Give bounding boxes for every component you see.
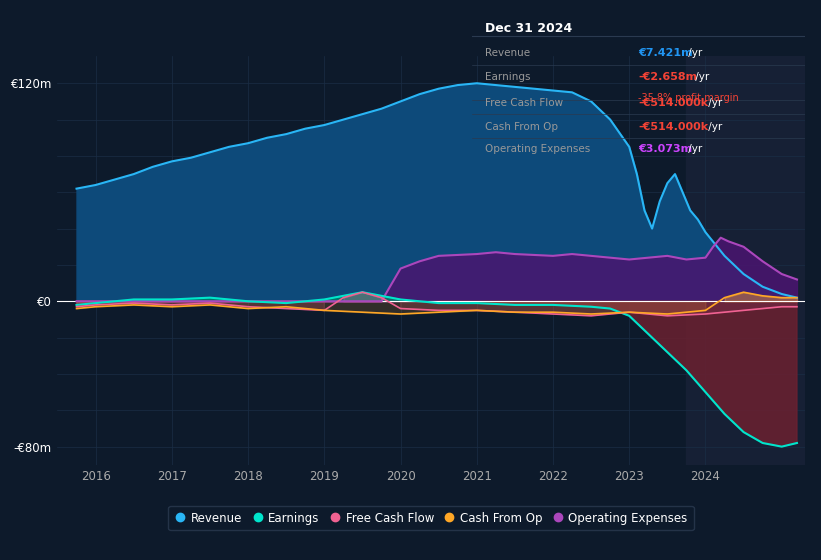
- Text: Earnings: Earnings: [485, 72, 531, 82]
- Text: Operating Expenses: Operating Expenses: [485, 144, 590, 154]
- Text: Revenue: Revenue: [485, 49, 530, 58]
- Text: /yr: /yr: [704, 122, 722, 132]
- Text: /yr: /yr: [685, 144, 702, 154]
- Text: €3.073m: €3.073m: [639, 144, 692, 154]
- Bar: [686, 56, 805, 465]
- Text: -35.8% profit margin: -35.8% profit margin: [639, 93, 739, 103]
- Text: Cash From Op: Cash From Op: [485, 122, 558, 132]
- Text: /yr: /yr: [704, 98, 722, 108]
- Text: /yr: /yr: [691, 72, 709, 82]
- Text: /yr: /yr: [685, 49, 702, 58]
- Text: -€514.000k: -€514.000k: [639, 98, 709, 108]
- Text: Free Cash Flow: Free Cash Flow: [485, 98, 563, 108]
- Text: Dec 31 2024: Dec 31 2024: [485, 22, 572, 35]
- Text: €7.421m: €7.421m: [639, 49, 693, 58]
- Legend: Revenue, Earnings, Free Cash Flow, Cash From Op, Operating Expenses: Revenue, Earnings, Free Cash Flow, Cash …: [168, 506, 694, 530]
- Text: -€514.000k: -€514.000k: [639, 122, 709, 132]
- Text: -€2.658m: -€2.658m: [639, 72, 698, 82]
